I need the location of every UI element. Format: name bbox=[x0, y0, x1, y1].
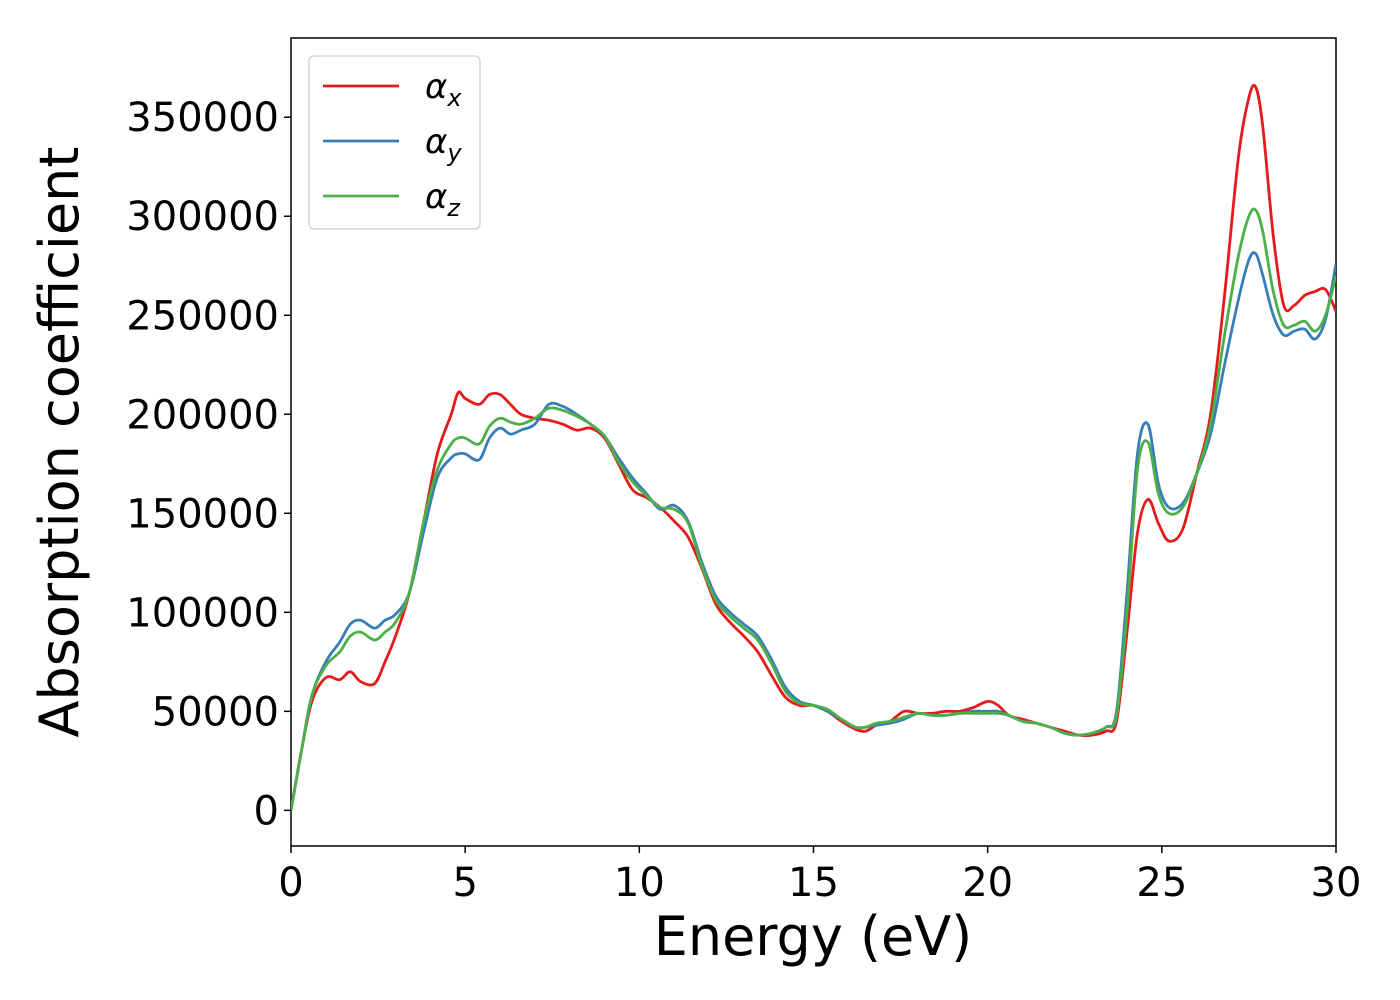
y-tick-label: 0 bbox=[254, 788, 279, 834]
x-tick-label: 15 bbox=[788, 860, 839, 906]
legend-label-subscript: y bbox=[446, 139, 462, 167]
legend-label-alpha-z: αz bbox=[425, 177, 461, 222]
x-tick-label: 30 bbox=[1311, 860, 1362, 906]
legend-label-symbol: α bbox=[425, 67, 447, 107]
legend-label-alpha-x: αx bbox=[425, 67, 462, 112]
legend: αx αy αz bbox=[308, 55, 481, 230]
x-tick-label: 5 bbox=[452, 860, 477, 906]
x-axis-ticks: 0 5 10 15 20 25 30 bbox=[278, 846, 1361, 906]
y-axis-title: Absorption coefficient bbox=[28, 147, 91, 738]
y-tick-label: 300000 bbox=[126, 194, 279, 240]
y-tick-label: 200000 bbox=[126, 392, 279, 438]
series-line-alpha-z bbox=[291, 207, 1336, 811]
legend-label-subscript: x bbox=[446, 84, 462, 112]
x-tick-label: 20 bbox=[962, 860, 1013, 906]
x-axis-title: Energy (eV) bbox=[654, 905, 973, 968]
x-tick-label: 10 bbox=[614, 860, 665, 906]
legend-label-symbol: α bbox=[425, 122, 447, 162]
y-axis-ticks: 0 50000 100000 150000 200000 250000 300000 3500… bbox=[126, 95, 291, 834]
y-tick-label: 100000 bbox=[126, 590, 279, 636]
legend-label-symbol: α bbox=[425, 177, 447, 217]
x-tick-label: 25 bbox=[1136, 860, 1187, 906]
legend-label-alpha-y: αy bbox=[425, 122, 462, 167]
y-tick-label: 50000 bbox=[152, 689, 279, 735]
series-layer bbox=[291, 83, 1336, 811]
y-tick-label: 150000 bbox=[126, 491, 279, 537]
legend-label-subscript: z bbox=[446, 194, 461, 222]
y-tick-label: 250000 bbox=[126, 293, 279, 339]
legend-box bbox=[308, 55, 481, 230]
x-tick-label: 0 bbox=[278, 860, 303, 906]
y-tick-label: 350000 bbox=[126, 95, 279, 141]
